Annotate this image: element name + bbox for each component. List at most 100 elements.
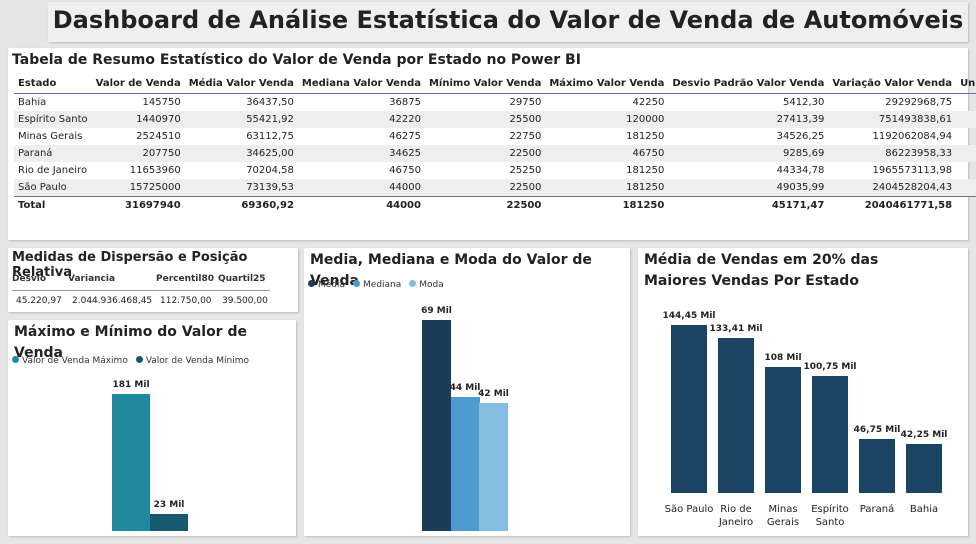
- table-row: Bahia 145750 36437,50 36875 29750 42250 5412,3…: [14, 94, 976, 112]
- bar: [906, 443, 942, 493]
- table-cell: 5412,30: [782, 97, 825, 108]
- table-row: Paraná 207750 34625,00 34625 22500 46750 9285,…: [14, 145, 976, 162]
- data-label: 44 Mil: [449, 383, 481, 394]
- legend-label: Moda: [419, 280, 444, 290]
- legend-item: Mediana: [353, 280, 401, 290]
- table-cell: 1192062084,94: [872, 131, 953, 142]
- category-label: Bahia: [909, 504, 939, 515]
- total-cell: 31697940: [91, 196, 185, 214]
- table-cell: Paraná: [14, 145, 92, 162]
- column-header: Estado: [14, 74, 92, 94]
- category-label: Rio de Janeiro: [718, 504, 754, 528]
- bar: [112, 394, 150, 531]
- bar: [718, 337, 754, 493]
- table-row: Rio de Janeiro 11653960 70204,58 46750 25250…: [14, 162, 976, 179]
- chart-panel: Média de Vendas em 20% das Maiores Venda…: [638, 248, 968, 536]
- total-cell: 69360,92: [184, 196, 298, 214]
- measure-value: 2.044.936.468,45: [72, 296, 153, 306]
- column-header: Mínimo Valor Venda: [424, 74, 546, 94]
- legend-swatch: [12, 356, 19, 363]
- legend-item: Moda: [409, 280, 444, 290]
- table-cell: Minas Gerais: [18, 131, 83, 142]
- table-cell: 2524510: [136, 131, 181, 142]
- category-label: Minas Gerais: [766, 504, 800, 528]
- header: Dashboard de Análise Estatística do Valo…: [48, 2, 968, 42]
- table-cell: 44000: [297, 179, 425, 197]
- table-panel: Tabela de Resumo Estatístico do Valor de…: [8, 48, 976, 240]
- table-cell: 34625,00: [184, 145, 298, 162]
- table-cell: 27413,39: [668, 111, 829, 128]
- table-cell: 46275: [389, 131, 421, 142]
- table-cell: 70204,58: [246, 165, 294, 176]
- legend-item: Valor de Venda Mínimo: [135, 356, 250, 366]
- table-cell: 55421,92: [184, 111, 298, 128]
- chart-title: Media, Mediana e Moda do Valor de Venda: [310, 252, 592, 289]
- table-cell: 181250: [626, 131, 665, 142]
- legend-label: Valor de Venda Mínimo: [145, 356, 250, 366]
- column-header: Unidades Vendidas: [956, 74, 976, 94]
- column-header: Valor de Venda: [91, 74, 185, 94]
- bar: [150, 513, 188, 531]
- data-label: 42 Mil: [478, 389, 509, 400]
- data-label: 46,75 Mil: [853, 424, 901, 435]
- table-cell: 11653960: [129, 165, 181, 176]
- legend-swatch: [409, 280, 417, 287]
- column-header: Desvio Padrão Valor Venda: [668, 74, 829, 94]
- table-cell: 181250: [545, 179, 669, 197]
- table-cell: 36437,50: [246, 97, 294, 108]
- data-label: 108 Mil: [764, 353, 802, 364]
- chart-panel: Media, Mediana e Moda do Valor de Venda M…: [304, 248, 630, 536]
- column-header: Variação Valor Venda: [828, 74, 957, 94]
- bar: [479, 403, 508, 531]
- table-cell: 36875: [389, 97, 421, 108]
- table-cell: São Paulo: [14, 179, 92, 197]
- table-cell: 25500: [424, 111, 546, 128]
- bar: [859, 438, 895, 493]
- total-cell: Total: [14, 196, 92, 214]
- total-cell: 44000: [297, 196, 425, 214]
- legend-swatch: [135, 356, 143, 363]
- table-cell: 26: [956, 111, 976, 128]
- table-row: São Paulo 15725000 73139,53 44000 22500 18125…: [14, 179, 976, 197]
- divider: [12, 290, 270, 291]
- total-cell: 181250: [545, 196, 669, 214]
- category-label: São Paulo: [664, 504, 714, 515]
- data-label: 23 Mil: [153, 499, 185, 510]
- table-cell: 40: [956, 128, 976, 145]
- legend-item: Média: [308, 280, 345, 290]
- table-row: Minas Gerais 2524510 63112,75 46275 22750 181…: [14, 128, 976, 145]
- legend: Média Mediana Moda: [308, 280, 444, 290]
- header-row: Estado Valor de Venda Média Valor Venda Med…: [14, 74, 976, 94]
- table-cell: 4: [956, 94, 976, 112]
- total-cell: 22500: [424, 196, 546, 214]
- table-cell: 751493838,61: [828, 111, 957, 128]
- table-cell: 166: [956, 162, 976, 179]
- bar: [422, 320, 451, 531]
- total-cell: 45171,47: [668, 196, 829, 214]
- table-cell: Espírito Santo: [14, 111, 92, 128]
- table-title: Tabela de Resumo Estatístico do Valor de…: [12, 52, 581, 68]
- table-cell: 34526,25: [776, 131, 825, 142]
- table-cell: 73139,53: [184, 179, 298, 197]
- table-cell: 22500: [424, 145, 546, 162]
- bar: [450, 397, 480, 531]
- table-cell: 6: [956, 145, 976, 162]
- data-label: 100,75 Mil: [803, 361, 857, 372]
- legend-item: Valor de Venda Máximo: [12, 356, 128, 366]
- category-label: Espírito Santo: [811, 504, 849, 528]
- table-cell: 46750: [389, 165, 421, 176]
- table-cell: 42250: [632, 97, 665, 108]
- table-cell: 46750: [545, 145, 669, 162]
- table-cell: 86223958,33: [828, 145, 957, 162]
- total-cell: 457: [956, 196, 976, 214]
- data-label: 144,45 Mil: [662, 311, 716, 321]
- measure-value: 112.750,00: [160, 296, 212, 306]
- column-header: Máximo Valor Venda: [545, 74, 669, 94]
- measure-value: 45.220,97: [16, 296, 62, 306]
- data-label: 181 Mil: [112, 380, 150, 390]
- bar: [671, 325, 707, 493]
- legend: Valor de Venda Máximo Valor de Venda Míni…: [12, 356, 249, 366]
- chart-title: Média de Vendas em 20% das Maiores Venda…: [644, 252, 879, 289]
- total-cell: 2040461771,58: [828, 196, 957, 214]
